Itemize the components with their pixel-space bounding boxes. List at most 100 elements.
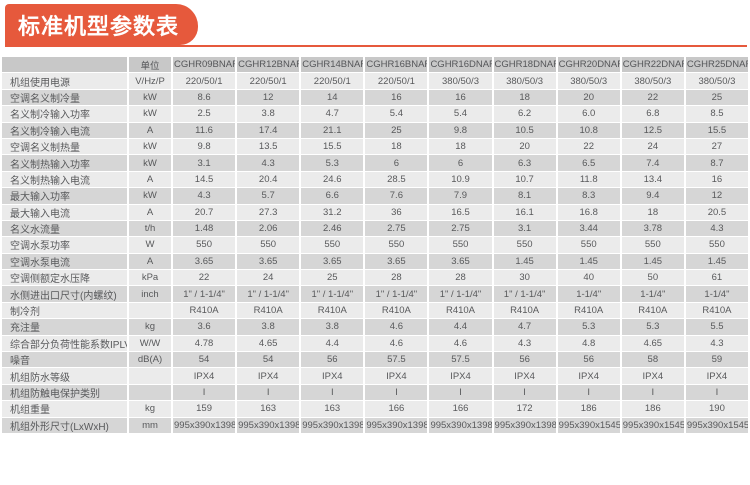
row-label-cell: 机组使用电源 (0, 72, 129, 90)
row-label-cell: 机组外形尺寸(LxWxH) (0, 416, 129, 434)
value-cell: 20.5 (683, 203, 750, 221)
value-cell: 3.1 (170, 154, 238, 172)
unit-cell (127, 367, 173, 385)
value-cell: 5.5 (683, 318, 750, 336)
value-cell: 4.3 (170, 187, 238, 205)
value-cell: 3.65 (363, 252, 430, 271)
table-row: 空调水泵功率 W 550 550 550 550 550 550 550 550 550 (0, 236, 750, 254)
unit-cell: inch (127, 285, 173, 303)
value-cell: 25 (683, 88, 750, 107)
table-row: 空调名义制冷量 kW 8.6 12 14 16 16 18 20 22 25 (0, 88, 750, 107)
value-cell: 995x390x1398 (235, 416, 302, 434)
row-label-cell: 机组防触电保护类别 (0, 383, 129, 402)
value-cell: 20 (491, 137, 558, 156)
value-cell: 3.44 (555, 219, 622, 238)
unit-cell: kW (127, 105, 173, 123)
value-cell: 1.48 (170, 219, 238, 238)
row-label-cell: 机组防水等级 (0, 367, 129, 385)
value-cell: 36 (363, 203, 430, 221)
value-cell: 4.3 (235, 154, 302, 172)
value-cell: 3.6 (170, 318, 238, 336)
title-underline (5, 45, 747, 47)
unit-cell: V/Hz/P (127, 72, 173, 90)
table-row: 名义制热输入电流 A 14.5 20.4 24.6 28.5 10.9 10.7 11.8 13.… (0, 170, 750, 189)
unit-cell: t/h (127, 219, 173, 238)
value-cell: 1-1/4" (619, 285, 686, 303)
unit-cell: A (127, 203, 173, 221)
unit-cell: kPa (127, 269, 173, 287)
value-cell: 15.5 (299, 137, 366, 156)
value-cell: R410A (299, 301, 366, 320)
value-cell: 5.3 (299, 154, 366, 172)
value-cell: 163 (235, 400, 302, 418)
value-cell: 550 (235, 236, 302, 254)
value-cell: 28 (427, 269, 494, 287)
value-cell: 3.65 (299, 252, 366, 271)
value-cell: I (683, 383, 750, 402)
value-cell: 4.78 (170, 334, 238, 353)
table-row: 名义制冷输入功率 kW 2.5 3.8 4.7 5.4 5.4 6.2 6.0 6.8 8.5 (0, 105, 750, 123)
row-label-cell: 噪音 (0, 351, 129, 369)
page-header: 标准机型参数表 (0, 0, 750, 47)
value-cell: 5.7 (235, 187, 302, 205)
value-cell: 11.6 (170, 121, 238, 139)
value-cell: 4.6 (427, 334, 494, 353)
value-cell: 57.5 (427, 351, 494, 369)
value-cell: 550 (683, 236, 750, 254)
value-cell: 1" / 1-1/4" (427, 285, 494, 303)
value-cell: 550 (555, 236, 622, 254)
value-cell: 40 (555, 269, 622, 287)
row-label-cell: 空调名义制热量 (0, 137, 129, 156)
value-cell: 16 (363, 88, 430, 107)
unit-cell (127, 383, 173, 402)
value-cell: 61 (683, 269, 750, 287)
value-cell: 8.7 (683, 154, 750, 172)
value-cell: 20 (555, 88, 622, 107)
value-cell: 4.4 (427, 318, 494, 336)
table-row: 水侧进出口尺寸(内螺纹) inch 1" / 1-1/4" 1" / 1-1/4" 1"… (0, 285, 750, 303)
value-cell: 1.45 (555, 252, 622, 271)
value-cell: 4.3 (683, 334, 750, 353)
value-cell: 1.45 (683, 252, 750, 271)
value-cell: 20.4 (235, 170, 302, 189)
model-header-cell: CGHR22DNAR (619, 55, 686, 74)
value-cell: 18 (363, 137, 430, 156)
value-cell: 190 (683, 400, 750, 418)
value-cell: R410A (427, 301, 494, 320)
value-cell: R410A (170, 301, 238, 320)
value-cell: 1" / 1-1/4" (299, 285, 366, 303)
spec-table: 单位 CGHR09BNAR CGHR12BNAR CGHR14BNAR CGHR16BN… (0, 55, 750, 434)
unit-cell: dB(A) (127, 351, 173, 369)
value-cell: 380/50/3 (491, 72, 558, 90)
spec-table-body: 机组使用电源 V/Hz/P 220/50/1 220/50/1 220/50/1 220/… (0, 72, 750, 434)
value-cell: 220/50/1 (299, 72, 366, 90)
value-cell: 1-1/4" (683, 285, 750, 303)
value-cell: 6.5 (555, 154, 622, 172)
value-cell: 12 (235, 88, 302, 107)
value-cell: 5.4 (363, 105, 430, 123)
value-cell: 380/50/3 (427, 72, 494, 90)
value-cell: 6.6 (299, 187, 366, 205)
value-cell: 995x390x1398 (170, 416, 238, 434)
row-label-cell: 名义制冷输入电流 (0, 121, 129, 139)
table-row: 名义制热输入功率 kW 3.1 4.3 5.3 6 6 6.3 6.5 7.4 8.7 (0, 154, 750, 172)
value-cell: 16 (683, 170, 750, 189)
value-cell: 4.3 (683, 219, 750, 238)
value-cell: 380/50/3 (555, 72, 622, 90)
value-cell: 12.5 (619, 121, 686, 139)
row-label-cell: 空调水泵电流 (0, 252, 129, 271)
value-cell: 3.65 (235, 252, 302, 271)
table-row: 充注量 kg 3.6 3.8 3.8 4.6 4.4 4.7 5.3 5.3 5.5 (0, 318, 750, 336)
value-cell: 50 (619, 269, 686, 287)
row-label-cell: 名义制热输入功率 (0, 154, 129, 172)
value-cell: 166 (363, 400, 430, 418)
table-row: 机组防水等级 IPX4 IPX4 IPX4 IPX4 IPX4 IPX4 IPX4 IPX4 IP… (0, 367, 750, 385)
value-cell: 56 (491, 351, 558, 369)
value-cell: IPX4 (555, 367, 622, 385)
value-cell: 56 (555, 351, 622, 369)
value-cell: 27.3 (235, 203, 302, 221)
value-cell: 3.65 (427, 252, 494, 271)
value-cell: 22 (555, 137, 622, 156)
value-cell: IPX4 (491, 367, 558, 385)
table-row: 最大输入功率 kW 4.3 5.7 6.6 7.6 7.9 8.1 8.3 9.4 12 (0, 187, 750, 205)
